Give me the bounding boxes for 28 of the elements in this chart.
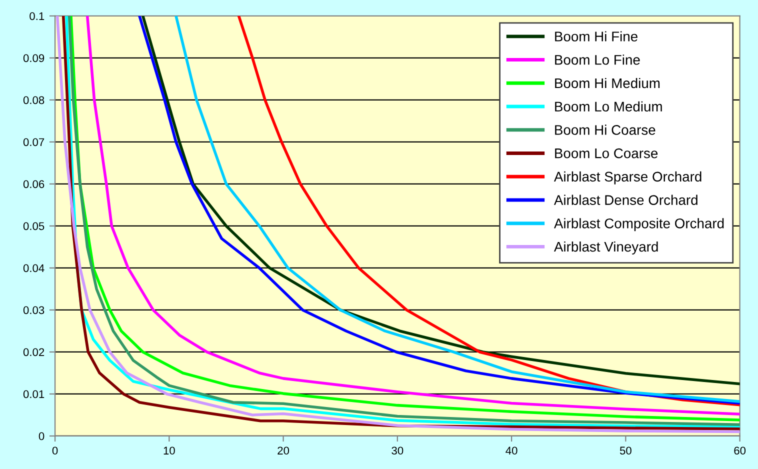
x-tick-label: 20 (278, 446, 290, 455)
x-tick-label: 60 (734, 446, 746, 455)
x-tick-label: 30 (392, 446, 404, 455)
y-tick-label: 0.03 (23, 306, 44, 314)
y-tick-label: 0.09 (23, 54, 44, 62)
y-tick-label: 0.1 (30, 12, 44, 20)
legend-label: Airblast Dense Orchard (554, 194, 698, 205)
y-tick-label: 0.08 (23, 96, 44, 104)
legend-label: Boom Hi Coarse (555, 124, 656, 135)
legend-label: Boom Lo Medium (555, 101, 662, 112)
y-tick-label: 0.04 (23, 264, 44, 272)
legend-label: Airblast Sparse Orchard (554, 171, 702, 184)
x-tick-label: 50 (620, 446, 632, 455)
x-tick-label: 0 (52, 446, 58, 455)
y-tick-label: 0.05 (23, 222, 44, 230)
y-tick-label: 0.07 (23, 138, 44, 146)
x-tick-label: 10 (164, 446, 175, 455)
y-tick-label: 0.01 (23, 390, 44, 398)
legend-label: Airblast Composite Orchard (554, 218, 724, 232)
y-tick-label: 0.06 (23, 180, 44, 188)
legend-label: Boom Hi Fine (555, 31, 638, 42)
legend-label: Boom Lo Fine (555, 54, 640, 65)
legend-label: Airblast Vineyard (554, 241, 658, 254)
legend-label: Boom Lo Coarse (555, 148, 658, 158)
x-tick-label: 40 (506, 446, 518, 455)
y-tick-label: 0.02 (23, 348, 44, 356)
y-tick-label: 0 (38, 432, 44, 440)
legend-label: Boom Hi Medium (555, 78, 660, 88)
